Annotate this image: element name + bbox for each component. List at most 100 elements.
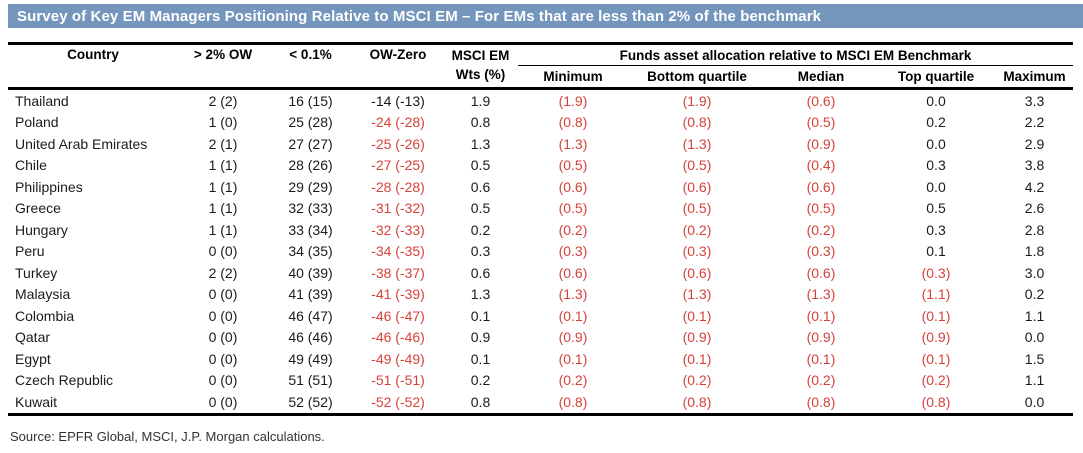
value-cell: 0.8 (470, 114, 491, 131)
value-cell: (0.5) (806, 200, 836, 217)
value-cell: 0.0 (926, 178, 946, 195)
table-row: Malaysia 0 (0) 41 (39) -41 (-39) 1.3 (1.3) (1.… (8, 284, 1073, 306)
col-header-msci-em-line1: MSCI EM (451, 48, 510, 63)
value-cell: -38 (-37) (371, 264, 425, 281)
table-row: Peru 0 (0) 34 (35) -34 (-35) 0.3 (0.3) (0.3) (0… (8, 241, 1073, 263)
value-cell: (0.1) (921, 350, 951, 367)
value-cell: (0.9) (806, 329, 836, 346)
value-cell: 1.1 (1024, 372, 1045, 389)
value-cell: (0.8) (806, 393, 836, 410)
value-cell: (0.1) (682, 307, 712, 324)
value-cell: 0.3 (470, 243, 491, 260)
country-cell: United Arab Emirates (15, 135, 148, 152)
col-header-median: Median (797, 69, 845, 84)
value-cell: 1.3 (470, 135, 491, 152)
value-cell: (0.1) (682, 350, 712, 367)
country-cell: Qatar (15, 329, 51, 346)
col-header-gt2-ow: > 2% OW (193, 47, 253, 62)
value-cell: -32 (-33) (371, 221, 425, 238)
value-cell: (0.3) (921, 264, 951, 281)
value-cell: (0.6) (682, 264, 712, 281)
value-cell: -25 (-26) (371, 135, 425, 152)
country-cell: Kuwait (15, 393, 58, 410)
value-cell: 0.5 (470, 200, 491, 217)
value-cell: 2 (2) (208, 264, 238, 281)
value-cell: 1 (1) (208, 157, 238, 174)
value-cell: 0.0 (1024, 393, 1045, 410)
value-cell: 1 (1) (208, 200, 238, 217)
value-cell: (0.1) (921, 307, 951, 324)
value-cell: 0.9 (470, 329, 491, 346)
value-cell: 0 (0) (208, 243, 238, 260)
value-cell: -52 (-52) (371, 393, 425, 410)
value-cell: 33 (34) (288, 221, 333, 238)
value-cell: -34 (-35) (371, 243, 425, 260)
country-cell: Colombia (15, 307, 75, 324)
value-cell: 25 (28) (288, 114, 333, 131)
country-cell: Malaysia (15, 286, 71, 303)
value-cell: 1.8 (1024, 243, 1045, 260)
country-cell: Hungary (15, 221, 68, 238)
value-cell: 2.9 (1024, 135, 1045, 152)
table-header: Country > 2% OW < 0.1% OW-Zero MSCI EM W… (8, 43, 1074, 89)
value-cell: -14 (-13) (371, 92, 425, 109)
value-cell: 2.2 (1024, 114, 1045, 131)
value-cell: 1.3 (470, 286, 491, 303)
col-header-bottom-quartile: Bottom quartile (647, 69, 747, 84)
value-cell: 0.6 (470, 264, 491, 281)
value-cell: 0 (0) (208, 393, 238, 410)
value-cell: 46 (46) (288, 329, 333, 346)
value-cell: 0.2 (470, 221, 491, 238)
source-note: Source: EPFR Global, MSCI, J.P. Morgan c… (10, 428, 325, 444)
country-cell: Czech Republic (15, 372, 114, 389)
value-cell: (0.3) (682, 243, 712, 260)
value-cell: (0.6) (558, 178, 588, 195)
value-cell: 0 (0) (208, 372, 238, 389)
col-header-msci-em-wts: MSCI EM Wts (%) (443, 44, 518, 89)
col-header-msci-em-line2: Wts (%) (455, 67, 506, 82)
col-header-ow-zero: OW-Zero (369, 47, 427, 62)
value-cell: -31 (-32) (371, 200, 425, 217)
value-cell: (0.2) (806, 372, 836, 389)
value-cell: 0.2 (926, 114, 946, 131)
value-cell: 16 (15) (288, 92, 333, 109)
value-cell: (0.6) (558, 264, 588, 281)
table-row: Poland 1 (0) 25 (28) -24 (-28) 0.8 (0.8) (0.8)… (8, 112, 1073, 134)
value-cell: (0.8) (682, 393, 712, 410)
value-cell: 2 (1) (208, 135, 238, 152)
col-header-minimum: Minimum (543, 69, 603, 84)
value-cell: 0.0 (1024, 329, 1045, 346)
table-title-bar: Survey of Key EM Managers Positioning Re… (8, 4, 1083, 28)
country-cell: Poland (15, 114, 59, 131)
value-cell: (1.3) (806, 286, 836, 303)
value-cell: 0.3 (926, 157, 946, 174)
table-row: Kuwait 0 (0) 52 (52) -52 (-52) 0.8 (0.8) (0.8)… (8, 391, 1073, 414)
value-cell: (0.8) (921, 393, 951, 410)
value-cell: (0.4) (806, 157, 836, 174)
value-cell: (0.8) (682, 114, 712, 131)
col-header-lt-01: < 0.1% (289, 47, 332, 62)
table-title: Survey of Key EM Managers Positioning Re… (17, 8, 822, 25)
value-cell: 3.3 (1024, 92, 1045, 109)
value-cell: (1.3) (682, 286, 712, 303)
value-cell: 27 (27) (288, 135, 333, 152)
value-cell: (1.9) (682, 92, 712, 109)
table-row: Egypt 0 (0) 49 (49) -49 (-49) 0.1 (0.1) (0.1) (… (8, 348, 1073, 370)
value-cell: 49 (49) (288, 350, 333, 367)
value-cell: (1.9) (558, 92, 588, 109)
col-header-country: Country (67, 47, 119, 62)
value-cell: (0.1) (806, 350, 836, 367)
value-cell: (0.2) (806, 221, 836, 238)
table-row: Czech Republic 0 (0) 51 (51) -51 (-51) 0.2 (0… (8, 370, 1073, 392)
value-cell: 2.8 (1024, 221, 1045, 238)
value-cell: 52 (52) (288, 393, 333, 410)
value-cell: (0.5) (806, 114, 836, 131)
value-cell: (1.1) (921, 286, 951, 303)
value-cell: 2.6 (1024, 200, 1045, 217)
value-cell: (0.3) (558, 243, 588, 260)
value-cell: (0.1) (806, 307, 836, 324)
table-row: Qatar 0 (0) 46 (46) -46 (-46) 0.9 (0.9) (0.9) (… (8, 327, 1073, 349)
value-cell: (1.3) (558, 286, 588, 303)
table-body: Thailand 2 (2) 16 (15) -14 (-13) 1.9 (1.9) (1.… (8, 89, 1074, 414)
value-cell: (0.9) (682, 329, 712, 346)
